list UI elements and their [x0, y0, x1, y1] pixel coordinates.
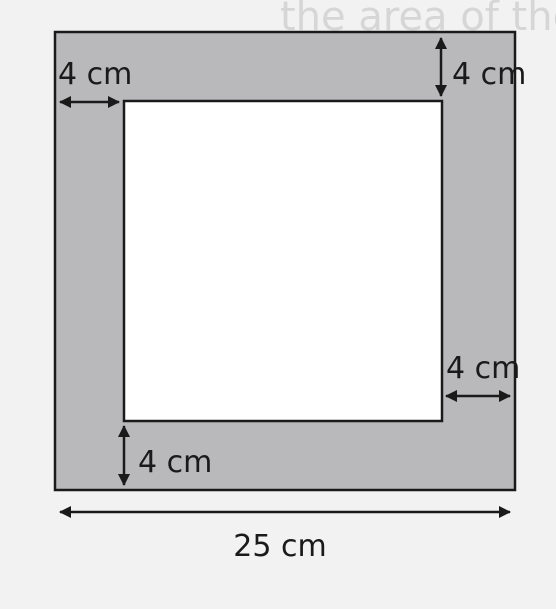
inner-square [122, 99, 444, 423]
outer-width-label: 25 cm [233, 529, 326, 564]
bottom-border-label: 4 cm [138, 445, 212, 480]
left-border-label: 4 cm [58, 57, 132, 92]
right-border-label: 4 cm [446, 351, 520, 386]
top-border-label: 4 cm [452, 57, 526, 92]
